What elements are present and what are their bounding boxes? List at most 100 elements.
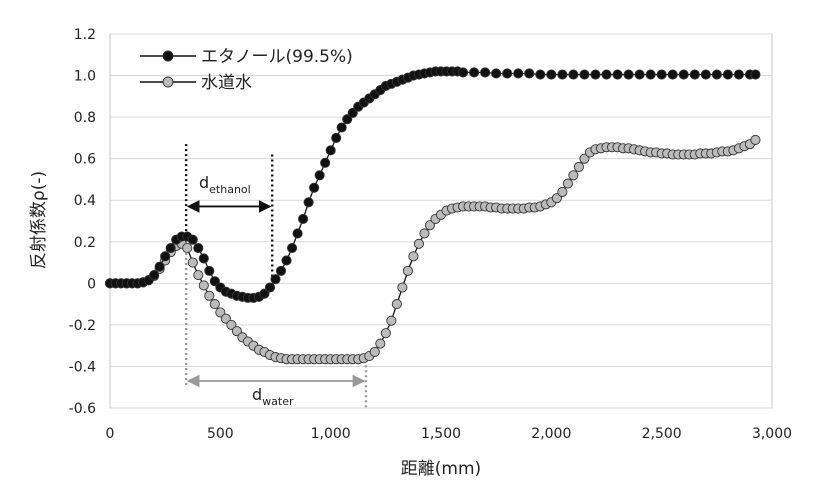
data-point — [154, 261, 165, 272]
data-point — [397, 282, 408, 293]
y-tick-label: 0 — [87, 276, 96, 292]
data-point — [590, 69, 601, 80]
y-axis-label: 反射係数ρ(-) — [29, 171, 49, 269]
data-point — [286, 242, 298, 254]
data-point — [491, 68, 502, 79]
data-point — [722, 69, 733, 80]
data-point — [347, 107, 358, 119]
data-point — [568, 170, 579, 181]
data-point — [645, 69, 656, 80]
data-point — [281, 255, 292, 266]
legend: エタノール(99.5%) 水道水 — [140, 47, 353, 93]
data-point — [458, 67, 469, 78]
y-tick-label: 0.2 — [74, 235, 96, 251]
series-ethanol — [104, 66, 761, 303]
data-point — [612, 69, 623, 80]
data-point — [198, 253, 209, 264]
data-point — [325, 145, 336, 156]
data-point — [557, 186, 568, 197]
water-distance-label-sub: water — [262, 395, 294, 408]
series-layer — [104, 66, 761, 365]
data-point — [275, 265, 287, 276]
data-point — [579, 153, 590, 164]
x-axis-label: 距離(mm) — [401, 459, 481, 479]
y-tick-label: -0.2 — [69, 318, 96, 334]
x-tick-labels: 0 500 1,000 1,500 2,000 2,500 3,000 — [106, 426, 793, 442]
legend-label: エタノール(99.5%) — [201, 47, 353, 67]
x-tick-label: 0 — [106, 426, 115, 442]
data-point — [309, 182, 320, 193]
data-point — [579, 69, 590, 80]
data-point — [298, 213, 309, 224]
data-point — [149, 269, 160, 281]
data-point — [750, 134, 761, 146]
data-point — [689, 69, 700, 80]
ethanol-distance-label-sub: ethanol — [209, 183, 251, 196]
data-point — [270, 274, 281, 285]
data-point — [601, 69, 612, 80]
y-tick-label: -0.4 — [69, 359, 96, 375]
data-point — [320, 157, 331, 168]
data-point — [292, 228, 303, 239]
data-point — [419, 228, 430, 239]
legend-label: 水道水 — [201, 73, 252, 93]
data-point — [656, 69, 667, 80]
ethanol-distance-label-main: d — [199, 173, 209, 192]
data-point — [469, 67, 480, 78]
ethanol-distance-label: dethanol — [199, 173, 251, 196]
data-point — [524, 68, 535, 79]
data-point — [711, 69, 722, 80]
data-point — [342, 114, 353, 125]
data-point — [182, 242, 193, 254]
data-point — [408, 251, 419, 262]
data-point — [391, 299, 402, 310]
data-point — [165, 242, 176, 254]
water-distance-label: dwater — [252, 385, 294, 408]
data-point — [502, 68, 513, 79]
data-point — [375, 338, 386, 349]
data-point — [204, 290, 215, 301]
data-point — [231, 326, 242, 337]
data-point — [424, 220, 436, 231]
data-point — [562, 178, 573, 189]
x-tick-label: 1,000 — [311, 426, 351, 442]
water-distance-label-main: d — [252, 385, 262, 404]
data-point — [750, 69, 761, 80]
data-point — [573, 161, 584, 173]
data-point — [369, 346, 380, 357]
x-tick-label: 2,500 — [642, 426, 682, 442]
data-point — [303, 197, 314, 208]
data-point — [160, 251, 171, 262]
data-point — [193, 242, 204, 254]
data-point — [667, 69, 678, 80]
legend-marker — [162, 50, 174, 62]
data-point — [402, 265, 413, 276]
x-tick-label: 3,000 — [752, 426, 792, 442]
y-tick-label: 0.4 — [74, 193, 96, 209]
data-point — [568, 69, 579, 80]
legend-marker — [162, 76, 174, 88]
data-point — [678, 69, 689, 80]
data-point — [220, 313, 231, 324]
data-point — [336, 122, 347, 133]
data-point — [634, 69, 645, 80]
data-point — [413, 238, 424, 249]
y-tick-label: 1.2 — [74, 27, 96, 43]
data-point — [557, 69, 568, 80]
data-point — [209, 299, 220, 310]
data-point — [700, 69, 711, 80]
data-point — [215, 307, 226, 318]
x-tick-label: 2,000 — [531, 426, 571, 442]
data-point — [193, 269, 204, 281]
data-point — [551, 193, 562, 204]
data-point — [513, 68, 524, 79]
x-tick-label: 500 — [207, 426, 234, 442]
data-point — [187, 234, 198, 245]
data-point — [204, 265, 215, 276]
y-tick-label: 0.8 — [74, 110, 96, 126]
data-point — [480, 67, 491, 78]
y-tick-label: -0.6 — [69, 401, 96, 417]
y-tick-label: 0.6 — [74, 152, 96, 168]
